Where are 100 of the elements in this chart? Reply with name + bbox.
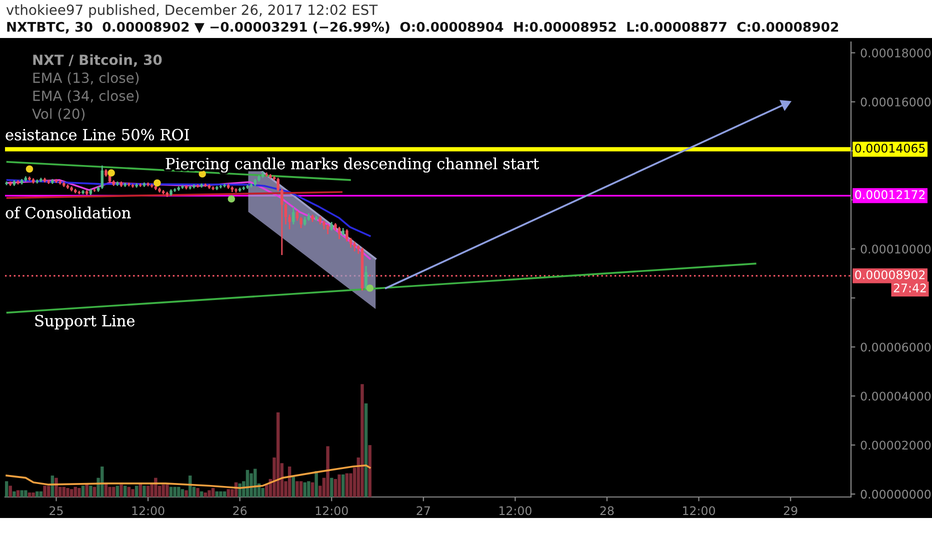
bar: [222, 491, 226, 497]
bar: [78, 488, 81, 497]
ref-line-label: 0.00008902: [855, 270, 925, 280]
bar: [200, 491, 204, 497]
x-tick-label: 29: [784, 506, 798, 516]
bar: [180, 489, 184, 497]
bar: [211, 488, 215, 497]
bar: [299, 481, 303, 497]
text: 27:42: [894, 283, 926, 292]
x-tick-label: 26: [233, 506, 247, 516]
bar: [196, 488, 200, 497]
bar: [81, 486, 85, 497]
candlestick: [292, 206, 295, 226]
ref-line-label: 0.00014065: [855, 144, 925, 153]
bar: [85, 483, 88, 497]
bar: [134, 486, 138, 497]
candlestick: [364, 265, 368, 290]
bar: [43, 486, 46, 497]
bar: [276, 412, 280, 497]
bar: [32, 492, 35, 497]
bar: [219, 491, 222, 497]
bar: [226, 489, 230, 497]
bar: [127, 486, 131, 497]
bar: [116, 486, 120, 497]
bar: [108, 486, 112, 497]
annotation: Vol (20): [32, 108, 85, 121]
bar: [364, 403, 368, 497]
chart-title: vthokiee97 published, December 26, 2017 12:02 EST: [6, 4, 378, 18]
bar: [360, 384, 364, 497]
bar: [131, 489, 134, 497]
x-tick-label: 12:00: [316, 506, 348, 516]
bar: [166, 484, 169, 497]
y-tick-label: 0.00010000: [860, 244, 931, 254]
bar: [261, 488, 264, 497]
bar: [204, 492, 208, 497]
bar: [28, 492, 32, 497]
bar: [184, 490, 188, 497]
bar: [368, 445, 372, 497]
y-tick-label: 0.00016000: [860, 98, 931, 106]
bar: [345, 473, 349, 497]
candlestick: [353, 240, 356, 252]
x-tick-label: 12:00: [683, 506, 716, 516]
bar: [296, 481, 299, 497]
bar: [330, 478, 334, 497]
bar: [208, 490, 211, 497]
candlestick: [326, 224, 330, 235]
y-tick-label: 0.00002000: [860, 440, 931, 450]
bar: [314, 471, 318, 497]
bar: [292, 476, 295, 497]
bar: [8, 486, 12, 497]
bar: [66, 488, 70, 497]
bar: [46, 486, 50, 497]
bar: [62, 486, 66, 497]
bar: [341, 474, 345, 497]
annotation: EMA (34, close): [33, 90, 139, 103]
x-tick-label: 27: [416, 506, 430, 515]
bar: [92, 486, 96, 497]
annotation: of Consolidation: [6, 206, 131, 218]
bar: [338, 474, 341, 497]
bar: [303, 482, 306, 497]
bar: [169, 486, 173, 497]
bar: [89, 486, 92, 497]
x-tick-label: 28: [600, 506, 614, 516]
annotation: EMA (13, close): [33, 72, 139, 85]
ref-line-label: 0.00012172: [855, 190, 925, 200]
bar: [146, 486, 150, 497]
bar: [326, 446, 330, 497]
y-tick-label: 0.00004000: [860, 392, 931, 401]
bar: [173, 486, 176, 497]
bar: [74, 486, 77, 497]
candlestick: [100, 164, 104, 190]
bar: [162, 484, 165, 497]
bar: [250, 473, 253, 497]
bar: [36, 491, 39, 497]
bar: [310, 482, 314, 497]
x-tick-label: 12:00: [499, 506, 532, 516]
y-tick-label: 0.00000000: [860, 490, 931, 499]
bar: [100, 466, 104, 497]
bar: [120, 484, 123, 497]
y-tick-label: 0.00018000: [860, 48, 931, 58]
annotation: NXT / Bitcoin, 30: [33, 54, 162, 67]
bar: [20, 490, 24, 497]
bar: [12, 491, 16, 497]
bar: [39, 491, 43, 497]
x-tick-label: 12:00: [132, 506, 164, 516]
bar: [142, 486, 146, 497]
annotation: Support Line: [35, 314, 135, 330]
y-tick-label: 0.00006000: [860, 342, 931, 352]
x-tick-label: 25: [50, 506, 63, 516]
candlestick: [296, 210, 299, 222]
bar: [215, 491, 218, 497]
bar: [24, 490, 28, 497]
bar: [112, 486, 116, 497]
bar: [123, 486, 127, 497]
bar: [177, 486, 180, 497]
bar: [70, 489, 74, 497]
bar: [16, 490, 20, 497]
annotation: esistance Line 50% ROI: [6, 128, 189, 140]
bar: [307, 481, 310, 497]
bar: [334, 478, 338, 497]
